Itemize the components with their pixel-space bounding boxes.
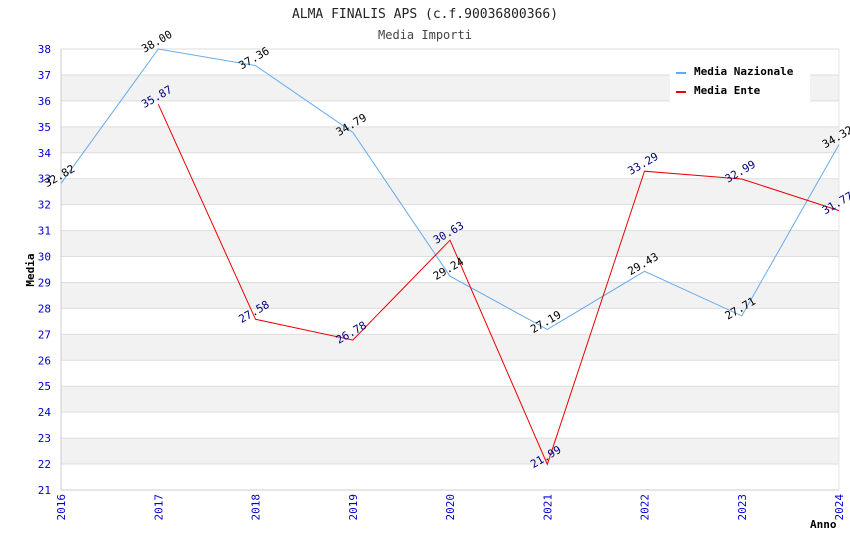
y-tick-label: 23 [38,432,51,445]
y-tick-label: 28 [38,302,51,315]
y-tick-label: 29 [38,276,51,289]
y-tick-label: 35 [38,121,51,134]
series-line-media-nazionale [60,48,840,330]
plot-band [61,282,839,309]
y-tick-label: 24 [38,406,52,419]
x-tick-label: 2022 [639,494,652,521]
chart-subtitle: Media Importi [378,28,472,42]
x-tick-label: 2017 [152,494,165,521]
legend-entry: Media Ente [694,84,761,97]
x-tick-label: 2023 [736,494,749,521]
y-tick-label: 26 [38,354,51,367]
x-tick-label: 2021 [541,494,554,521]
plot-band [61,126,839,153]
x-tick-labels: 2016 2017 2018 2019 2020 2021 2022 2023 2024 [55,494,846,521]
series-line-media-ente [157,104,840,466]
plot-band [61,412,839,439]
plot-band [61,308,839,335]
y-tick-label: 38 [38,43,51,56]
plot-band [61,464,839,490]
plot-band [61,438,839,465]
y-tick-label: 32 [38,199,51,212]
y-tick-label: 33 [38,173,51,186]
y-tick-label: 21 [38,484,51,497]
chart-title: ALMA FINALIS APS (c.f.90036800366) [292,7,558,22]
y-tick-labels: 21 22 23 24 25 26 27 28 29 30 31 32 33 34 35 36 37 38 [38,43,52,497]
plot-band [61,178,839,205]
plot-band [61,152,839,179]
plot-band [61,386,839,413]
plot-band [61,100,839,127]
plot-bands [61,49,839,490]
y-tick-label: 30 [38,251,51,264]
x-tick-label: 2016 [55,494,68,521]
y-tick-label: 36 [38,95,51,108]
plot-band [61,230,839,257]
x-axis-label: Anno [810,518,837,531]
y-axis-label: Media [24,253,37,286]
legend: Media Nazionale Media Ente [670,58,810,102]
plot-band [61,204,839,231]
plot-band [61,334,839,361]
y-tick-label: 31 [38,225,51,238]
y-tick-label: 34 [38,147,52,160]
x-tick-label: 2024 [833,494,846,521]
axes [60,49,840,491]
grid-lines [61,48,839,491]
x-tick-label: 2018 [250,494,263,521]
y-tick-label: 22 [38,458,51,471]
x-tick-label: 2020 [444,494,457,521]
legend-entry: Media Nazionale [694,65,794,78]
plot-band [61,256,839,283]
series-lines [60,48,840,466]
plot-band [61,360,839,387]
y-tick-label: 37 [38,69,51,82]
legend-box [670,58,810,102]
x-tick-label: 2019 [347,494,360,521]
y-tick-label: 25 [38,380,51,393]
y-tick-label: 27 [38,328,51,341]
